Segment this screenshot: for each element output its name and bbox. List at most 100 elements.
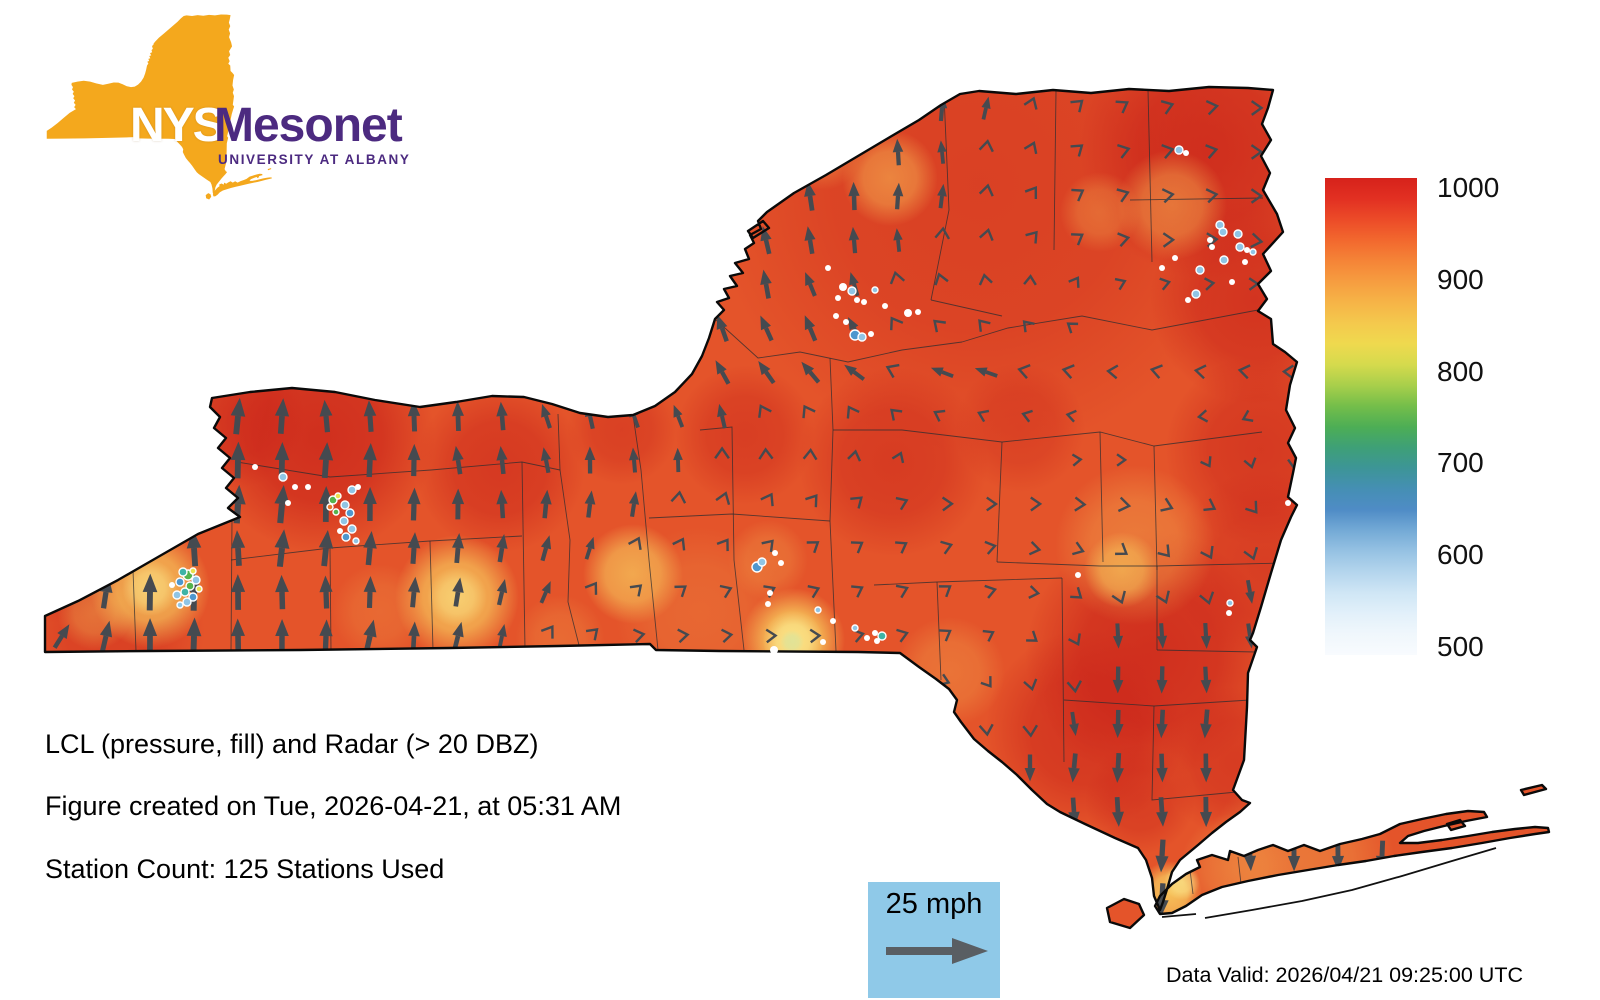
pressure-patch (780, 630, 804, 654)
wind-arrow (1205, 99, 1220, 116)
colorbar-tick: 600 (1437, 539, 1484, 571)
wind-arrow-head (319, 619, 333, 637)
wind-arrow (761, 539, 774, 553)
radar-dot (770, 646, 778, 654)
wind-arrow (1241, 409, 1254, 423)
radar-dot (1207, 237, 1213, 243)
wind-arrow-head (274, 529, 290, 549)
wind-arrow (978, 319, 991, 332)
radar-dot (843, 319, 849, 325)
wind-arrow (365, 547, 373, 566)
radar-dot (172, 590, 182, 600)
wind-arrow (1021, 409, 1033, 423)
wind-arrow-head (407, 576, 421, 593)
wind-arrow-head (1156, 811, 1168, 827)
wind-arrow-head (142, 573, 158, 593)
wind-arrow-head (363, 442, 377, 461)
wind-arrow (584, 547, 592, 560)
wind-arrow (978, 183, 994, 197)
wind-arrow-head (760, 226, 772, 242)
wind-arrow-head (452, 621, 464, 638)
wind-arrow-head (541, 581, 551, 594)
wind-arrow (1159, 277, 1172, 291)
wind-arrow (1024, 185, 1038, 199)
wind-arrow (1155, 590, 1170, 605)
wind-arrow-head (715, 360, 727, 375)
wind-arrow-head (673, 447, 683, 461)
wind-arrow (720, 628, 734, 644)
radar-dot (1209, 244, 1215, 250)
wind-arrow (1030, 496, 1043, 512)
wind-arrow-head (186, 617, 202, 637)
wind-arrow-head (496, 534, 508, 549)
pressure-patch (798, 367, 988, 557)
wind-arrow (100, 635, 109, 652)
wind-arrow (895, 151, 901, 166)
radar-dot (176, 601, 184, 609)
radar-dot (1219, 255, 1229, 265)
radar-dot (868, 331, 874, 337)
wind-arrow (670, 490, 687, 504)
radar-dot (1218, 227, 1228, 237)
wind-arrow (850, 496, 863, 509)
wind-arrow (1023, 678, 1038, 692)
wind-arrow (851, 585, 864, 598)
wind-arrow (1115, 753, 1122, 769)
wind-arrow (629, 584, 643, 597)
radar-dot (1159, 265, 1165, 271)
wind-arrow (453, 591, 461, 607)
wind-arrow (1250, 100, 1264, 116)
radar-dot (757, 557, 767, 567)
radar-dot (1242, 259, 1248, 265)
wind-arrow (632, 415, 640, 429)
wind-arrow (1070, 586, 1083, 599)
wind-arrow (276, 547, 285, 568)
wind-arrow (847, 449, 862, 462)
wind-arrow (1203, 622, 1209, 637)
wind-arrow-head (1287, 855, 1301, 872)
wind-arrow (846, 405, 860, 419)
wind-arrow (1203, 277, 1216, 291)
wind-arrow (1070, 99, 1084, 113)
wind-arrow (1237, 364, 1251, 380)
wind-arrow-head (1156, 767, 1168, 783)
radar-dot (778, 560, 784, 566)
wind-arrow-head (540, 535, 552, 550)
radar-dot (347, 485, 357, 495)
wind-arrow-head (407, 400, 421, 417)
radar-dot (1191, 289, 1201, 299)
wind-arrow (758, 404, 772, 418)
wind-speed-legend: 25 mph (868, 882, 1000, 998)
radar-dot (182, 597, 192, 607)
wind-arrow (1023, 274, 1037, 286)
radar-dot (169, 582, 175, 588)
wind-arrow (1115, 542, 1129, 556)
wind-arrow (1159, 883, 1166, 901)
radar-dot (820, 639, 826, 645)
wind-arrow-head (1112, 723, 1124, 739)
wind-arrow (938, 107, 945, 122)
wind-arrow (1200, 545, 1214, 560)
wind-speed-label: 25 mph (885, 888, 983, 920)
wind-arrow (100, 591, 109, 609)
radar-dot (345, 508, 355, 518)
radar-dot (1233, 229, 1243, 239)
wind-arrow-head (407, 443, 421, 461)
colorbar-gradient (1325, 178, 1417, 655)
radar-dot (1075, 572, 1081, 578)
wind-arrow (544, 415, 552, 429)
wind-arrow (323, 591, 330, 609)
wind-arrow-head (628, 447, 640, 461)
wind-arrow (1117, 496, 1132, 513)
radar-dot (877, 631, 887, 641)
wind-arrow-head (584, 490, 596, 505)
colorbar-tick-labels: 1000 900 800 700 600 500 (1437, 172, 1577, 662)
wind-arrow (1159, 839, 1166, 857)
wind-arrow (366, 459, 373, 478)
logo-mesonet-text: Mesonet (214, 99, 403, 152)
wind-arrow-head (844, 364, 857, 376)
wind-arrow-head (496, 446, 508, 461)
radar-dot (189, 567, 197, 575)
wind-arrow (1071, 753, 1078, 769)
